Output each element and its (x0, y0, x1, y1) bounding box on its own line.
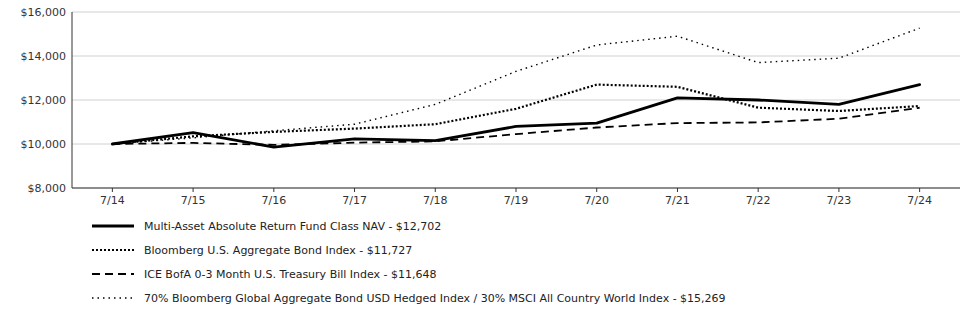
y-tick-label: $8,000 (28, 182, 67, 195)
series-line (112, 85, 919, 148)
x-tick-label: 7/21 (665, 194, 690, 207)
legend: Multi-Asset Absolute Return Fund Class N… (92, 220, 726, 305)
legend-label: Multi-Asset Absolute Return Fund Class N… (144, 220, 441, 233)
x-tick (516, 188, 517, 192)
y-tick-label: $12,000 (21, 94, 67, 107)
x-tick-label: 7/14 (100, 194, 125, 207)
x-tick-label: 7/22 (746, 194, 771, 207)
legend-swatch (92, 297, 134, 298)
legend-swatch (92, 273, 134, 275)
x-tick-label: 7/16 (261, 194, 286, 207)
x-tick-label: 7/20 (584, 194, 609, 207)
x-tick-label: 7/15 (181, 194, 206, 207)
x-tick (596, 188, 597, 192)
x-tick-label: 7/24 (907, 194, 932, 207)
x-tick-label: 7/18 (423, 194, 448, 207)
x-tick (112, 188, 113, 192)
grid-line (72, 100, 960, 101)
series-line (112, 85, 919, 144)
x-tick (919, 188, 920, 192)
series-line (112, 108, 919, 145)
x-tick (758, 188, 759, 192)
legend-swatch (92, 225, 134, 228)
x-tick (677, 188, 678, 192)
y-tick-label: $14,000 (21, 50, 67, 63)
x-tick-label: 7/19 (504, 194, 529, 207)
x-tick (435, 188, 436, 192)
chart: $8,000 $10,000 $12,000 $14,000 $16,000 7/14 7/… (0, 0, 975, 327)
y-tick-label: $16,000 (21, 6, 67, 19)
x-tick (273, 188, 274, 192)
legend-label: 70% Bloomberg Global Aggregate Bond USD … (144, 292, 726, 305)
lines (112, 28, 919, 147)
grid-line (72, 12, 960, 13)
series-line (112, 28, 919, 144)
grid-line (72, 56, 960, 57)
y-tick-label: $10,000 (21, 138, 67, 151)
legend-label: Bloomberg U.S. Aggregate Bond Index - $1… (144, 244, 412, 257)
legend-label: ICE BofA 0-3 Month U.S. Treasury Bill In… (144, 268, 437, 281)
x-tick (193, 188, 194, 192)
x-tick (354, 188, 355, 192)
legend-swatch (92, 249, 134, 251)
x-tick-label: 7/17 (342, 194, 367, 207)
grid (72, 12, 960, 188)
x-tick (838, 188, 839, 192)
x-tick-label: 7/23 (827, 194, 852, 207)
y-axis (72, 12, 73, 188)
